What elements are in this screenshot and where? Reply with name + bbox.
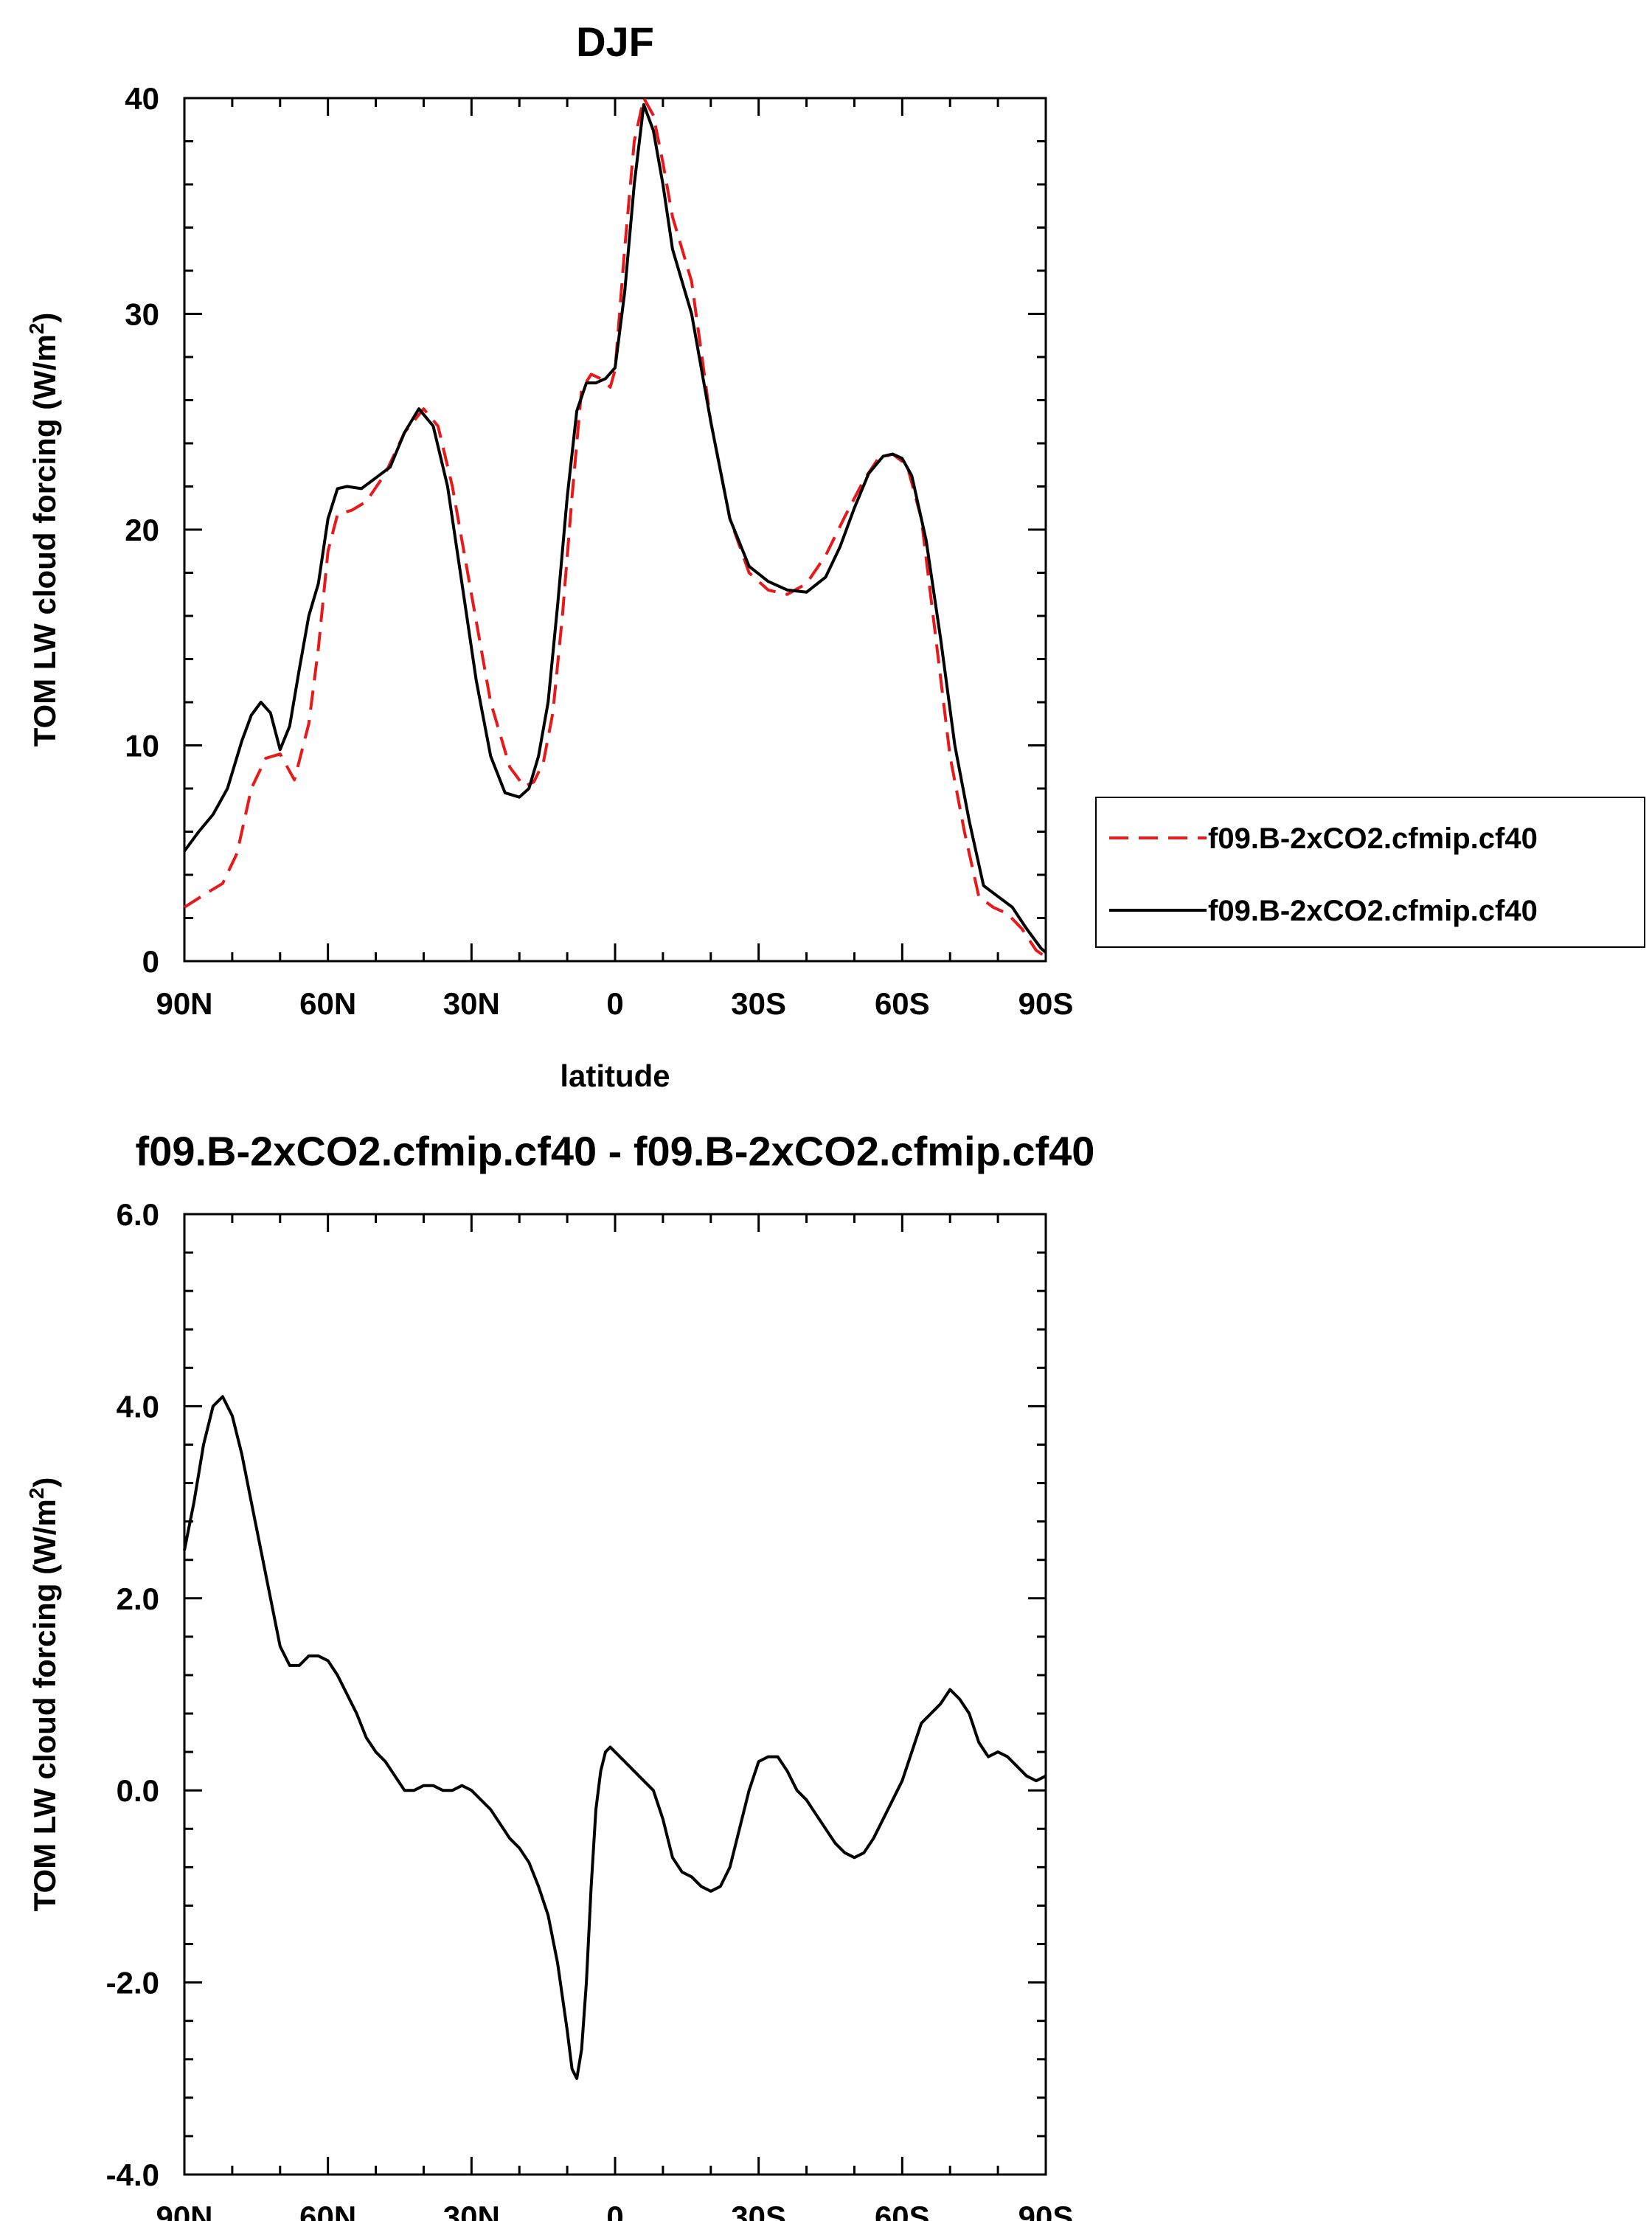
x-tick-label: 60S — [875, 2200, 930, 2221]
y-axis-label: TOM LW cloud forcing (W/m2) — [25, 313, 62, 747]
x-tick-label: 0 — [606, 986, 623, 1021]
y-axis-label: TOM LW cloud forcing (W/m2) — [25, 1477, 62, 1912]
x-tick-label: 30S — [731, 986, 786, 1021]
x-tick-label: 60N — [299, 2200, 356, 2221]
x-tick-label: 90N — [156, 2200, 212, 2221]
x-tick-label: 30S — [731, 2200, 786, 2221]
y-tick-label: 20 — [125, 513, 159, 547]
y-axis-label-sup: 2 — [25, 1488, 48, 1500]
plot-frame — [183, 97, 1047, 963]
series-line-1 — [183, 103, 1047, 954]
y-tick-label: 30 — [125, 297, 159, 332]
y-tick-label: 0 — [142, 944, 159, 979]
y-tick-label: -4.0 — [106, 2158, 159, 2192]
top-chart: DJF 90N 60N 30N 0 30S 60S 90S 0 10 20 30 40 latitude T… — [25, 18, 1645, 1093]
y-axis-label-end: ) — [27, 1477, 62, 1488]
legend-entry-0: f09.B-2xCO2.cfmip.cf40 — [1208, 822, 1538, 855]
legend-box — [1095, 797, 1645, 948]
y-axis-label-end: ) — [27, 313, 62, 323]
plot-frame — [183, 1213, 1047, 2176]
x-tick-label: 60S — [875, 986, 930, 1021]
y-tick-label: 2.0 — [117, 1581, 159, 1616]
y-axis-label-text: TOM LW cloud forcing (W/m — [27, 1499, 62, 1911]
legend: f09.B-2xCO2.cfmip.cf40 f09.B-2xCO2.cfmip.… — [1095, 797, 1645, 948]
x-tick-label: 0 — [606, 2200, 623, 2221]
legend-entry-1: f09.B-2xCO2.cfmip.cf40 — [1208, 895, 1538, 927]
chart-title: DJF — [576, 18, 654, 65]
y-tick-label: 10 — [125, 729, 159, 763]
y-tick-label: 4.0 — [117, 1389, 159, 1424]
y-tick-label: 0.0 — [117, 1773, 159, 1808]
x-tick-label: 60N — [299, 986, 356, 1021]
y-tick-label: 6.0 — [117, 1197, 159, 1232]
y-tick-label: 40 — [125, 81, 159, 116]
bottom-chart: f09.B-2xCO2.cfmip.cf40 - f09.B-2xCO2.cfm… — [25, 1128, 1094, 2221]
y-axis-label-sup: 2 — [25, 323, 48, 335]
x-tick-label: 90N — [156, 986, 212, 1021]
series-line-0 — [183, 97, 1047, 958]
y-tick-label: -2.0 — [106, 1966, 159, 2000]
x-tick-label: 90S — [1018, 2200, 1074, 2221]
series-line-0 — [183, 1395, 1047, 2080]
x-axis-label: latitude — [560, 1058, 670, 1093]
y-axis-label-text: TOM LW cloud forcing (W/m — [27, 334, 62, 746]
chart-title: f09.B-2xCO2.cfmip.cf40 - f09.B-2xCO2.cfm… — [136, 1128, 1095, 1174]
x-tick-label: 90S — [1018, 986, 1074, 1021]
x-tick-label: 30N — [443, 2200, 500, 2221]
x-tick-label: 30N — [443, 986, 500, 1021]
